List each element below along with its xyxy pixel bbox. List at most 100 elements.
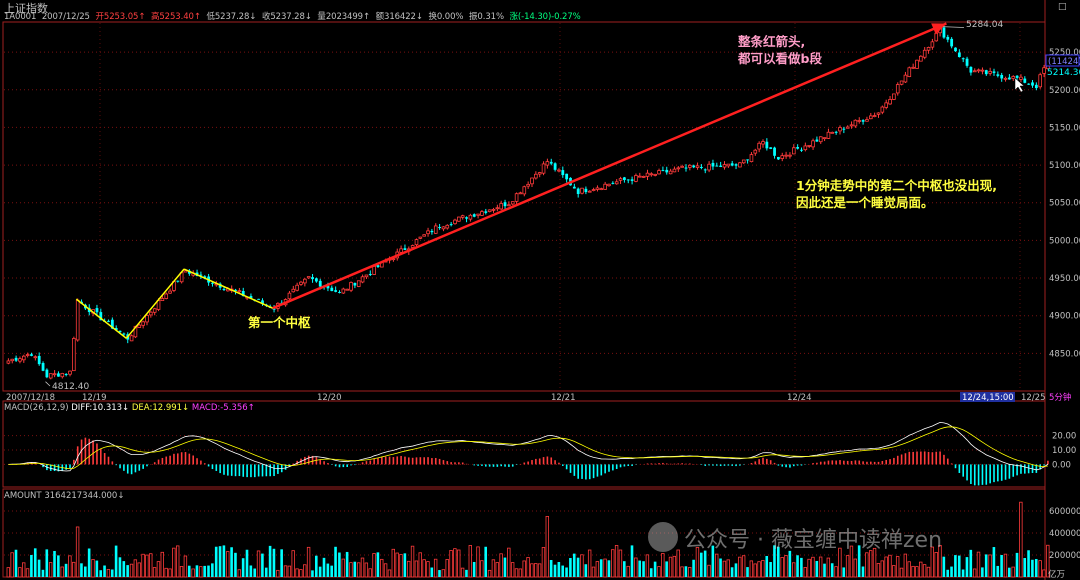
arrow-annotation-line2: 都可以看做b段 — [738, 51, 822, 66]
candle-body-up — [845, 126, 850, 129]
amount-bar-up — [480, 560, 484, 578]
candle-body-up — [510, 201, 515, 205]
macd-dea: DEA:12.991↓ — [131, 403, 190, 413]
candle-body-up — [295, 284, 299, 291]
amount-bar-down — [773, 545, 776, 577]
amount-bar-down — [472, 561, 476, 577]
amount-bar-down — [653, 561, 657, 577]
candle-body-up — [726, 163, 731, 167]
candle-body-up — [707, 163, 711, 171]
candle-body-up — [418, 236, 423, 239]
amount-bar-up — [6, 567, 10, 578]
amount-bar-up — [48, 562, 53, 578]
amount-bar-down — [322, 557, 326, 577]
amount-bar-down — [599, 559, 603, 577]
candle-body-up — [129, 335, 134, 342]
price-axis-tick: 5150.00 — [1049, 123, 1080, 133]
amount-bar-up — [179, 566, 184, 578]
candle-body-up — [903, 74, 908, 83]
candle-body-up — [518, 192, 523, 195]
candle-body-up — [657, 170, 661, 175]
amount-bar-down — [561, 565, 564, 577]
amount-bar-up — [426, 561, 430, 578]
candle-body-up — [934, 32, 939, 42]
candle-body-up — [988, 70, 992, 74]
amount-bar-up — [672, 555, 677, 578]
candle-body-up — [487, 209, 492, 213]
candle-body-down — [665, 169, 669, 173]
amount-bar-up — [749, 560, 754, 578]
candle-body-up — [6, 360, 11, 364]
amount-bar-up — [60, 566, 64, 578]
price-axis-tick: 4850.00 — [1049, 349, 1080, 359]
amount-bar-up — [853, 558, 857, 578]
amount-bar-up — [129, 563, 134, 578]
candle-body-up — [299, 281, 303, 285]
amount-bar-up — [445, 559, 449, 578]
amount-bar-up — [1003, 553, 1008, 578]
candle-body-down — [700, 166, 703, 168]
candle-body-up — [141, 321, 145, 326]
amount-bar-down — [981, 567, 984, 577]
candle-body-down — [199, 274, 203, 276]
candle-body-down — [503, 202, 507, 207]
candle-body-down — [553, 163, 557, 170]
candle-body-up — [480, 211, 484, 216]
b-segment-arrow-line — [272, 22, 947, 310]
amount-bar-up — [410, 545, 415, 578]
candle-body-up — [645, 172, 650, 177]
amount-bar-up — [168, 568, 172, 578]
amount-bar-up — [433, 558, 438, 578]
candle-body-down — [311, 277, 314, 280]
candle-body-up — [1011, 76, 1016, 79]
candle-body-up — [618, 178, 623, 181]
amount-bar-down — [234, 552, 237, 577]
turnover: 换0.00% — [428, 12, 464, 22]
amount-bar-up — [160, 551, 164, 578]
candle-body-up — [360, 276, 365, 283]
amount-bar-down — [734, 563, 738, 577]
candle-body-down — [257, 298, 261, 300]
amount-bar-up — [926, 566, 931, 578]
amount-bar-up — [449, 550, 453, 578]
amount-bar-up — [922, 564, 927, 578]
amount-bar-down — [800, 557, 803, 577]
candle-body-up — [638, 175, 642, 178]
current-count-box — [1045, 54, 1080, 67]
price-axis-tick: 5050.00 — [1049, 199, 1080, 209]
candle-body-down — [734, 164, 738, 166]
amount-bar-down — [630, 545, 634, 577]
amount-bar-down — [565, 567, 568, 577]
candle-body-down — [95, 308, 99, 313]
candle-body-up — [410, 245, 415, 248]
candle-body-down — [1034, 84, 1038, 89]
amount-bar-down — [118, 557, 122, 577]
amount-bar-up — [707, 564, 711, 578]
amount-bar-down — [576, 557, 580, 577]
amount-bar-down — [430, 567, 434, 577]
amount-bar-down — [965, 557, 969, 577]
amount-bar-up — [1011, 566, 1015, 578]
candle-body-down — [715, 165, 719, 167]
candle-body-up — [853, 119, 858, 127]
candle-body-down — [692, 165, 696, 168]
b-segment-arrowhead — [931, 23, 947, 35]
amount-bar-up — [811, 556, 815, 578]
amount-bar-up — [888, 554, 892, 578]
amount-bar-down — [230, 547, 233, 577]
candle-body-up — [595, 187, 600, 190]
amount-bar-up — [741, 555, 746, 578]
cursor-date: 12/24,15:00 — [962, 393, 1014, 403]
amount-bar-up — [676, 549, 680, 578]
candle-body-up — [741, 159, 746, 164]
candle-body-down — [114, 328, 118, 331]
amount-bar-up — [422, 559, 426, 578]
candle-body-down — [122, 333, 126, 335]
candle-body-up — [649, 173, 654, 176]
candle-body-up — [460, 215, 465, 218]
amount-bar-up — [149, 553, 153, 578]
candle-body-down — [64, 374, 68, 376]
candle-body-down — [353, 282, 357, 286]
amount-label-row: AMOUNT 3164217344.000↓ — [4, 491, 124, 501]
macd-diff: DIFF:10.313↓ — [71, 403, 130, 413]
